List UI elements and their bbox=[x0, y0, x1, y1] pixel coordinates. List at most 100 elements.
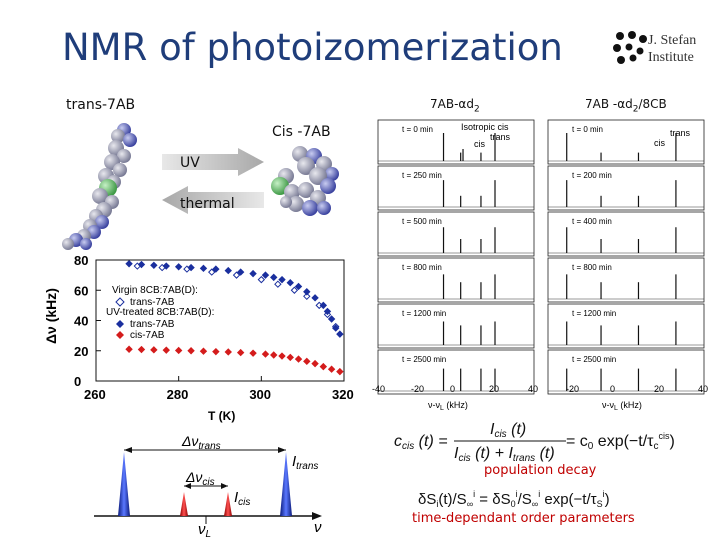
point-s1-5 bbox=[187, 263, 195, 272]
point-s2-17 bbox=[311, 359, 319, 368]
spectra-xtick2-0: -20 bbox=[566, 384, 579, 394]
legend-group2: UV-treated 8CB:7AB(D): bbox=[106, 307, 214, 318]
time-label-col2-1: t = 200 min bbox=[572, 171, 612, 180]
ytick-label-0: 0 bbox=[74, 374, 81, 389]
point-s2-7 bbox=[212, 347, 220, 356]
time-label-col2-2: t = 400 min bbox=[572, 217, 612, 226]
point-s2-8 bbox=[224, 348, 232, 356]
spectra-xtick1-4: 40 bbox=[528, 384, 538, 394]
spectra-xlabel-2: ν-νL (kHz) bbox=[602, 400, 642, 412]
point-s1-10 bbox=[249, 269, 257, 278]
xtick-label-2: 300 bbox=[249, 387, 271, 402]
point-s1-21 bbox=[332, 324, 340, 332]
annotation-cis-1: cis bbox=[474, 139, 485, 149]
spectrum-panel-col1-3 bbox=[377, 257, 535, 303]
point-s2-5 bbox=[187, 347, 195, 355]
point-s1-20 bbox=[327, 315, 336, 323]
spectrum-panel-col1-5 bbox=[377, 349, 535, 395]
time-label-col1-1: t = 250 min bbox=[402, 171, 442, 180]
spectra-column-2: t = 0 min t = 200 min t = 400 min t = 800 m… bbox=[547, 119, 705, 395]
legend-marker-uv-cis bbox=[116, 331, 124, 339]
point-s1-15 bbox=[294, 282, 303, 291]
trans-peak-left bbox=[118, 452, 130, 516]
cis-peak-left bbox=[180, 492, 188, 516]
point-s1-16 bbox=[303, 288, 311, 296]
point-s1-12 bbox=[270, 273, 278, 282]
legend-marker-virgin-trans bbox=[115, 297, 125, 307]
legend-series-1: trans-7AB bbox=[130, 319, 175, 330]
point-s1-3 bbox=[162, 262, 170, 270]
time-label-col1-5: t = 2500 min bbox=[402, 355, 446, 364]
caption-order-parameters: time-dependant order parameters bbox=[412, 511, 635, 526]
point-s1-6 bbox=[199, 264, 208, 273]
spectra-xticks-1: -40 -20 0 20 40 bbox=[372, 384, 538, 394]
point-s2-15 bbox=[294, 355, 303, 363]
institute-line2: Institute bbox=[648, 50, 694, 65]
time-label-col1-3: t = 800 min bbox=[402, 263, 442, 272]
point-s2-10 bbox=[249, 349, 257, 357]
delta-cis-label: Δνcis bbox=[185, 469, 215, 488]
point-s2-11 bbox=[261, 350, 270, 358]
point-s1-0 bbox=[125, 260, 133, 268]
cis-peak-right bbox=[224, 492, 232, 516]
xtick-label-0: 260 bbox=[84, 387, 106, 402]
point-s2-14 bbox=[286, 353, 294, 362]
point-s2-3 bbox=[162, 346, 170, 354]
spectrum-panel-col1-2 bbox=[377, 211, 535, 257]
time-label-col1-0: t = 0 min bbox=[402, 125, 433, 134]
svg-text:Icis (t) + Itrans (t): Icis (t) + Itrans (t) bbox=[454, 445, 555, 464]
point-s2-16 bbox=[303, 357, 311, 366]
svg-text:δSi(t)/S∞i = δS0i/S∞i exp(−t/τ: δSi(t)/S∞i = δS0i/S∞i exp(−t/τSi) bbox=[418, 489, 610, 509]
col2-header: 7AB -αd2/8CB bbox=[585, 97, 667, 115]
time-label-col2-4: t = 1200 min bbox=[572, 309, 616, 318]
svg-text:Icis (t): Icis (t) bbox=[490, 421, 526, 440]
point-s2-18 bbox=[319, 362, 328, 371]
thermal-arrow bbox=[162, 186, 264, 214]
legend-series-2: cis-7AB bbox=[130, 330, 165, 341]
point-s2-0 bbox=[125, 345, 133, 353]
cis-molecule-image bbox=[271, 146, 339, 216]
point-s1-19 bbox=[323, 307, 332, 316]
temperature-chart: 0 20 40 60 80 260 280 300 320 Virgin 8CB:7AB(D):… bbox=[46, 253, 354, 423]
point-s1-4 bbox=[174, 263, 183, 271]
point-s1-17 bbox=[311, 294, 319, 302]
ytick-label-2: 40 bbox=[74, 314, 88, 329]
point-s2-20 bbox=[336, 367, 344, 376]
point-s0-4 bbox=[232, 271, 241, 279]
i-cis-label: Icis bbox=[234, 489, 250, 508]
point-s1-11 bbox=[261, 271, 270, 279]
point-s1-13 bbox=[278, 275, 286, 284]
spectrum-panel-col2-3 bbox=[547, 257, 705, 303]
nu-l-label: νL bbox=[198, 521, 211, 540]
point-s2-19 bbox=[327, 365, 336, 373]
institute-line1: J. Stefan bbox=[648, 33, 697, 48]
spectrum-panel-col1-4 bbox=[377, 303, 535, 349]
institute-name: J. Stefan Institute bbox=[648, 32, 696, 66]
spectra-xtick1-1: -20 bbox=[411, 384, 424, 394]
annotation-trans-1: trans bbox=[490, 132, 511, 142]
spectra-xtick2-1: 0 bbox=[610, 384, 615, 394]
spectra-xtick2-2: 20 bbox=[654, 384, 664, 394]
time-label-col2-0: t = 0 min bbox=[572, 125, 603, 134]
caption-population-decay: population decay bbox=[484, 463, 597, 478]
legend-series-0: trans-7AB bbox=[130, 297, 175, 308]
uv-arrow bbox=[162, 148, 264, 176]
point-s1-7 bbox=[212, 265, 220, 273]
i-trans-label: Itrans bbox=[292, 453, 318, 472]
trans-label: trans-7AB bbox=[66, 97, 136, 113]
xtick-label-1: 280 bbox=[167, 387, 189, 402]
trans-peak-right bbox=[280, 452, 292, 516]
point-s2-1 bbox=[137, 345, 146, 354]
annotation-trans-2: trans bbox=[670, 128, 691, 138]
spectrum-panel-col1-1 bbox=[377, 165, 535, 211]
cis-label: Cis -7AB bbox=[272, 124, 331, 140]
spectrum-panel-col1-0 bbox=[377, 119, 535, 165]
spectra-column-1: t = 0 min t = 250 min t = 500 min t = 800 m… bbox=[377, 119, 535, 395]
point-s1-2 bbox=[150, 261, 158, 270]
spectrum-panel-col2-0 bbox=[547, 119, 705, 165]
equation-order-parameters: δSi(t)/S∞i = δS0i/S∞i exp(−t/τSi) bbox=[418, 489, 610, 509]
annotation-isotropic-cis: Isotropic cis bbox=[461, 122, 509, 132]
point-s2-12 bbox=[270, 351, 278, 359]
annotation-cis-2: cis bbox=[654, 138, 665, 148]
svg-text:ccis (t) =: ccis (t) = bbox=[394, 433, 448, 452]
